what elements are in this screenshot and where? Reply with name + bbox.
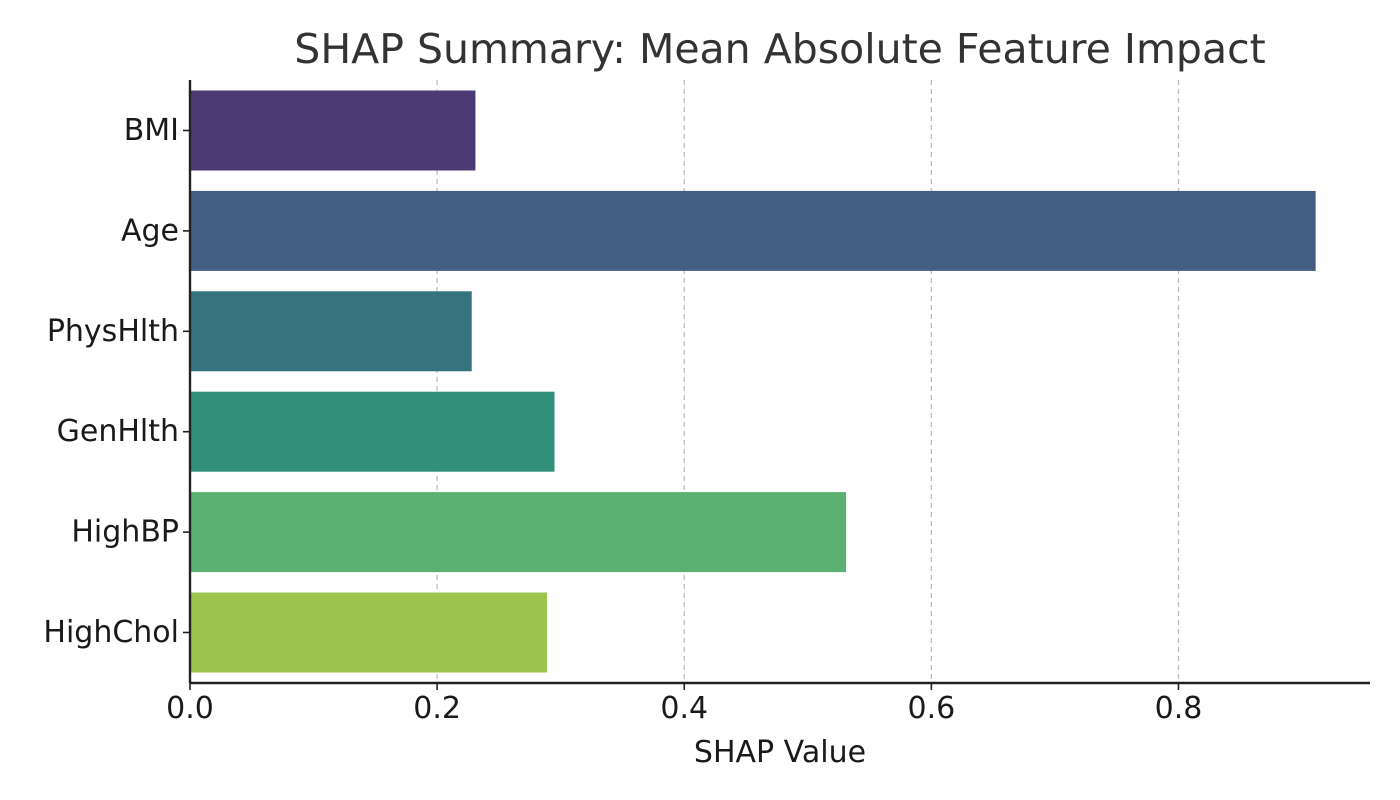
bar-bmi <box>190 90 476 171</box>
x-axis-label: SHAP Value <box>694 735 866 770</box>
bar-highchol <box>190 592 548 673</box>
bar-age <box>190 190 1316 271</box>
ytick-label-bmi: BMI <box>124 113 179 148</box>
x-gridlines <box>436 80 1180 683</box>
x-axis-ticks: 0.0 0.2 0.4 0.6 0.8 <box>166 683 1202 726</box>
axes <box>188 80 1370 685</box>
chart-title: SHAP Summary: Mean Absolute Feature Impa… <box>294 25 1265 73</box>
xtick-label-4: 0.8 <box>1155 691 1203 726</box>
y-axis-ticks: BMI Age PhysHlth GenHlth HighBP HighChol <box>43 113 190 650</box>
ytick-label-highbp: HighBP <box>71 515 179 550</box>
ytick-label-genhlth: GenHlth <box>57 414 179 449</box>
xtick-label-3: 0.6 <box>908 691 956 726</box>
ytick-label-age: Age <box>121 213 179 248</box>
xtick-label-0: 0.0 <box>166 691 214 726</box>
ytick-label-highchol: HighChol <box>43 615 179 650</box>
bar-highbp <box>190 492 847 573</box>
xtick-label-2: 0.4 <box>660 691 708 726</box>
bars <box>190 90 1316 673</box>
ytick-label-physhlth: PhysHlth <box>47 314 179 349</box>
bar-genhlth <box>190 391 555 472</box>
bar-physhlth <box>190 291 472 372</box>
xtick-label-1: 0.2 <box>413 691 461 726</box>
